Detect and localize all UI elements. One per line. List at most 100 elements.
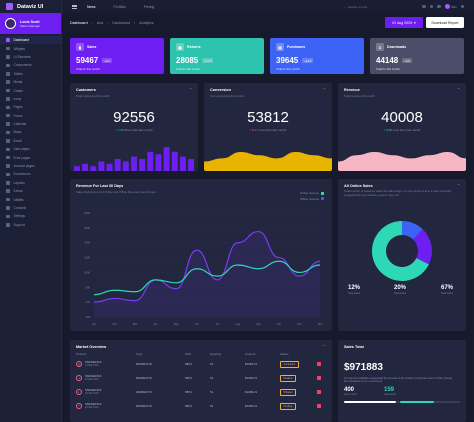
- download-report-button[interactable]: Download Report: [426, 17, 464, 28]
- delete-button[interactable]: [316, 375, 322, 381]
- breadcrumb-sep: ›: [134, 21, 136, 25]
- sidebar-item-dashboard[interactable]: Dashboard: [0, 36, 61, 45]
- sidebar-item-charts[interactable]: Charts: [0, 86, 61, 94]
- more-icon[interactable]: ···: [322, 86, 327, 92]
- column-header[interactable]: Status: [280, 352, 289, 356]
- customer-bar: [122, 161, 129, 171]
- column-header[interactable]: Quantity: [210, 352, 222, 356]
- cell-quantity: 51: [210, 362, 214, 366]
- breadcrumb-sep: ›: [91, 21, 93, 25]
- date-label: 02 Aug 2019: [392, 20, 412, 25]
- cell-sku: 6B74: [185, 376, 192, 380]
- sidebar-item-extras[interactable]: Extras: [0, 187, 61, 195]
- settings-icon[interactable]: [460, 4, 465, 9]
- x-tick-label: Feb: [112, 322, 117, 326]
- nav-item-icon: [6, 189, 10, 193]
- progress-fill-last-month: [344, 401, 397, 403]
- topbar-user[interactable]: Bob: [444, 4, 457, 9]
- date-picker-button[interactable]: 02 Aug 2019 ▾: [385, 17, 423, 28]
- column-header[interactable]: Type: [136, 352, 143, 356]
- delete-button[interactable]: [316, 403, 322, 409]
- chart-legend: Online revenue Offline revenue: [300, 191, 324, 203]
- sidebar-item-icons[interactable]: Icons: [0, 95, 61, 103]
- sidebar-item-error-pages[interactable]: Error pages: [0, 153, 61, 161]
- sidebar-item-label: UI Elements: [13, 54, 31, 59]
- legend-item-online[interactable]: Online revenue: [300, 191, 324, 195]
- nav-item-icon: [6, 172, 10, 177]
- sidebar: Dataviz UI Louis Scott Sales Manager Das…: [0, 0, 62, 422]
- sidebar-item-pages[interactable]: Pages: [0, 103, 61, 111]
- customers-card: Customers Total customers this month ···…: [70, 83, 198, 171]
- sales-block-last-month: 400 Last month: [344, 387, 357, 396]
- menu-icon[interactable]: [72, 4, 77, 9]
- top-nav-news[interactable]: News: [87, 4, 96, 9]
- sidebar-item-user-pages[interactable]: User pages: [0, 145, 61, 153]
- stat-card-downloads[interactable]: ⇩ Downloads 44148 +9.8 Total for this month: [370, 38, 464, 74]
- sidebar-item-contacts[interactable]: Contacts: [0, 204, 61, 212]
- user-card[interactable]: Louis Scott Sales Manager: [0, 13, 61, 34]
- sidebar-item-label: Components: [13, 63, 32, 68]
- sidebar-item-layouts[interactable]: Layouts: [0, 179, 61, 187]
- cell-type: #AD5E3715: [136, 404, 152, 408]
- sidebar-item-media[interactable]: Media: [0, 78, 61, 86]
- nav-item-icon: [6, 223, 10, 227]
- table-row[interactable]: ◐ SNKDE1513 24 Mar 2019 #AD5E3715 6B74 51 $109…: [76, 386, 394, 398]
- top-nav-pricing[interactable]: Pricing: [143, 4, 155, 9]
- conversion-subtitle: Your conversion this month: [210, 94, 244, 98]
- sidebar-item-widgets[interactable]: Widgets: [0, 44, 61, 52]
- cell-type: #AD5E3715: [136, 390, 152, 394]
- online-sales-title: All Online Sales: [344, 184, 373, 188]
- sidebar-item-settings[interactable]: Settings: [0, 212, 61, 220]
- sidebar-item-support[interactable]: Support: [0, 221, 61, 229]
- top-nav-portfolio[interactable]: Portfolio: [113, 4, 126, 9]
- x-tick-label: Jun: [195, 322, 200, 326]
- sidebar-item-components[interactable]: Components: [0, 61, 61, 69]
- sidebar-item-label: Error pages: [13, 155, 31, 160]
- market-title: Market Overview: [76, 345, 107, 349]
- stat-card-purchases[interactable]: ▤ Purchases 39645 +21.5 Total for this month: [270, 38, 364, 74]
- sidebar-item-utilities[interactable]: Utilities: [0, 195, 61, 203]
- column-header[interactable]: Amount: [245, 352, 256, 356]
- sidebar-item-ui-elements[interactable]: UI Elements: [0, 53, 61, 61]
- customer-bar: [114, 159, 121, 171]
- more-icon[interactable]: ···: [456, 86, 461, 92]
- table-row[interactable]: ◎ SNKDE1513 24 Mar 2019 #AD5E3715 6B74 51 $109…: [76, 358, 394, 370]
- search-input[interactable]: ⌕ Search a word: [344, 4, 394, 9]
- stat-card-returns[interactable]: ▣ Returns 28085 +17.3 Total for this month: [170, 38, 264, 74]
- sidebar-item-email[interactable]: Email: [0, 137, 61, 145]
- sidebar-item-label: Tables: [13, 71, 23, 76]
- status-badge: Pending: [280, 403, 296, 410]
- table-row[interactable]: ◓ SNKDE1513 24 Mar 2019 #AD5E3715 6B74 51 $109…: [76, 400, 394, 412]
- sidebar-item-calendar[interactable]: Calendar: [0, 120, 61, 128]
- column-header[interactable]: SKU: [185, 352, 192, 356]
- grid-icon[interactable]: [422, 4, 426, 9]
- sidebar-item-tables[interactable]: Tables: [0, 70, 61, 78]
- downloads-icon: ⇩: [376, 43, 384, 51]
- x-tick-label: Oct: [277, 322, 281, 326]
- bell-icon[interactable]: [429, 4, 433, 9]
- column-header[interactable]: Product: [76, 352, 87, 356]
- legend-swatch: [321, 197, 324, 201]
- breadcrumb-item[interactable]: Dashboard: [112, 21, 130, 25]
- breadcrumb-item[interactable]: Ana: [96, 21, 104, 25]
- stat-card-sales[interactable]: ▮ Sales 59467 +9.4 Total for this month: [70, 38, 164, 74]
- customer-bar: [98, 161, 105, 171]
- arrow-up-icon: ↑: [115, 128, 117, 132]
- more-icon[interactable]: ···: [456, 182, 461, 188]
- legend-item-offline[interactable]: Offline revenue: [300, 197, 324, 201]
- more-icon[interactable]: ···: [322, 343, 327, 349]
- breadcrumb-item[interactable]: Dashboard: [70, 21, 88, 25]
- chat-icon[interactable]: [437, 4, 441, 9]
- customer-bar: [155, 154, 162, 171]
- table-row[interactable]: ◑ SNKDE1513 24 Mar 2019 #AD5E3715 6B74 51 $109…: [76, 372, 394, 384]
- sidebar-item-maps[interactable]: Maps: [0, 128, 61, 136]
- delete-button[interactable]: [316, 389, 322, 395]
- sidebar-item-forms[interactable]: Forms: [0, 112, 61, 120]
- brand[interactable]: Dataviz UI: [0, 0, 61, 13]
- sidebar-item-account-pages[interactable]: Account pages: [0, 162, 61, 170]
- delete-button[interactable]: [316, 361, 322, 367]
- revenue-area-chart: [338, 152, 466, 171]
- more-icon[interactable]: ···: [188, 86, 193, 92]
- sidebar-item-ecommerce[interactable]: Ecommerce: [0, 170, 61, 178]
